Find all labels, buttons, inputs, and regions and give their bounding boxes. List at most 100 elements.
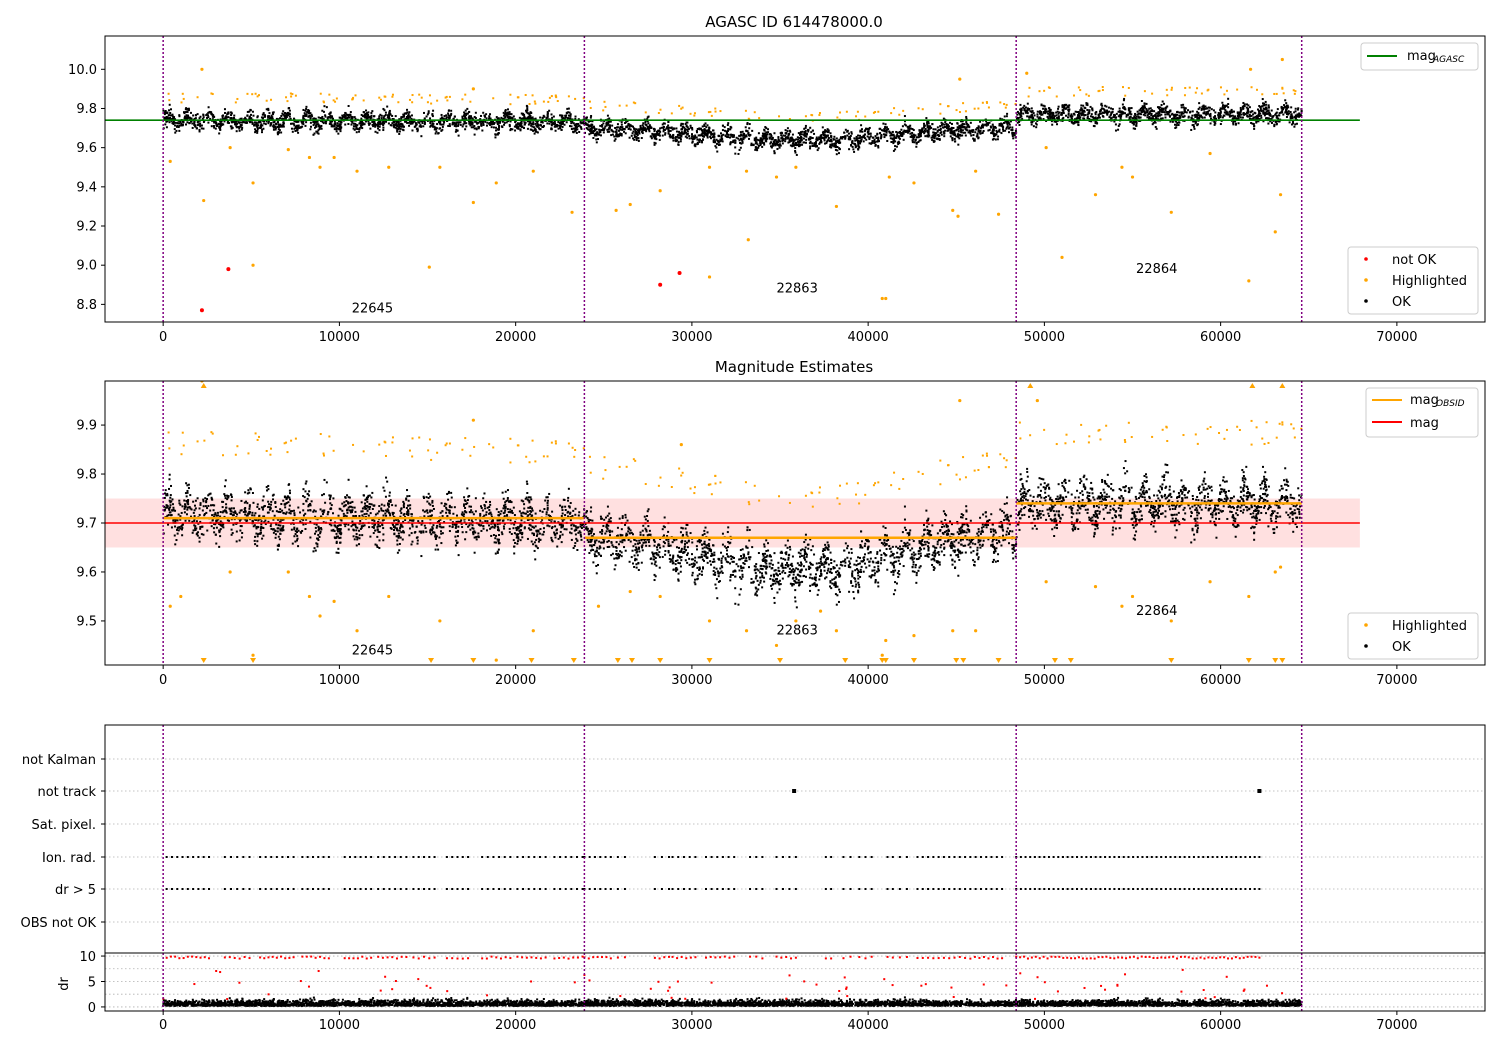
ok-point xyxy=(637,139,640,142)
ok-point xyxy=(857,143,860,146)
ok-point xyxy=(567,111,570,114)
ok-point xyxy=(322,122,325,125)
ok-point xyxy=(193,121,196,124)
ok-point xyxy=(677,136,680,139)
highlighted-point xyxy=(318,165,322,169)
ok-point xyxy=(1209,112,1212,115)
ok-point xyxy=(329,112,332,115)
ok-point xyxy=(435,130,438,133)
highlighted-point xyxy=(707,111,710,114)
ok-point xyxy=(828,140,831,143)
ok-point xyxy=(176,122,179,125)
ok-point xyxy=(959,124,962,127)
ok-point xyxy=(879,132,882,135)
ok-point xyxy=(1030,107,1033,110)
ok-point xyxy=(554,129,557,132)
ok-point xyxy=(992,132,995,135)
ok-point xyxy=(1289,117,1292,120)
ok-point xyxy=(353,116,356,119)
ok-point xyxy=(546,112,549,115)
ok-point xyxy=(1098,112,1101,115)
ok-point xyxy=(295,120,298,123)
ok-point xyxy=(685,131,688,134)
ok-point xyxy=(1280,105,1283,108)
ok-point xyxy=(1005,127,1008,130)
ok-point xyxy=(554,124,557,127)
ok-point xyxy=(381,519,384,522)
ok-point xyxy=(335,126,338,129)
ok-point xyxy=(771,142,774,145)
ok-point xyxy=(655,138,658,141)
ok-point xyxy=(288,115,291,118)
ok-point xyxy=(522,112,525,115)
ok-point xyxy=(1219,114,1222,117)
ok-point xyxy=(860,136,863,139)
ok-point xyxy=(513,118,516,121)
ok-point xyxy=(1250,114,1253,117)
ok-point xyxy=(911,131,914,134)
ok-point xyxy=(205,113,208,116)
ok-point xyxy=(305,114,308,117)
ok-point xyxy=(748,123,751,126)
ok-point xyxy=(1275,114,1278,117)
ok-point xyxy=(520,117,523,120)
ok-point xyxy=(934,134,937,137)
ok-point xyxy=(642,122,645,125)
ok-point xyxy=(1017,112,1020,115)
ok-point xyxy=(653,133,656,136)
ok-point xyxy=(737,152,740,155)
ok-point xyxy=(358,130,361,133)
ok-point xyxy=(741,139,744,142)
ok-point xyxy=(757,132,760,135)
ok-point xyxy=(557,121,560,124)
ok-point xyxy=(685,128,688,131)
ok-point xyxy=(362,122,365,125)
ok-point xyxy=(728,136,731,139)
ok-point xyxy=(489,527,492,530)
highlighted-point xyxy=(334,100,337,103)
ok-point xyxy=(691,138,694,141)
highlighted-point xyxy=(1122,86,1125,89)
ok-point xyxy=(313,132,316,135)
ok-point xyxy=(857,144,860,147)
ok-point xyxy=(515,529,518,532)
ok-point xyxy=(979,120,982,123)
ok-point xyxy=(672,133,675,136)
ok-point xyxy=(466,112,469,115)
ok-point xyxy=(1142,113,1145,116)
ok-point xyxy=(1070,121,1073,124)
ok-point xyxy=(915,136,918,139)
highlighted-point xyxy=(1208,151,1212,156)
ok-point xyxy=(223,108,226,111)
ok-point xyxy=(272,125,275,128)
ok-point xyxy=(206,116,209,119)
ok-point xyxy=(930,126,933,129)
ok-point xyxy=(801,143,804,146)
ok-point xyxy=(792,139,795,142)
ok-point xyxy=(427,492,430,495)
ok-point xyxy=(280,124,283,127)
ok-point xyxy=(313,126,316,129)
ok-point xyxy=(248,118,251,121)
highlighted-point xyxy=(955,109,958,112)
ok-point xyxy=(790,139,793,142)
ok-point xyxy=(904,124,907,127)
ok-point xyxy=(259,126,262,129)
ok-point xyxy=(259,124,262,127)
highlighted-point xyxy=(877,110,880,113)
ok-point xyxy=(814,143,817,146)
ok-point xyxy=(927,133,930,136)
ok-point xyxy=(827,134,830,137)
ok-point xyxy=(526,117,529,120)
ok-point xyxy=(407,113,410,116)
ok-point xyxy=(1122,99,1125,102)
ok-point xyxy=(1272,115,1275,118)
ok-point xyxy=(1203,111,1206,114)
ok-point xyxy=(413,120,416,123)
ok-point xyxy=(939,132,942,135)
ok-point xyxy=(1151,115,1154,118)
ok-point xyxy=(246,114,249,117)
highlighted-point xyxy=(644,111,647,114)
ok-point xyxy=(194,124,197,127)
ok-point xyxy=(368,122,371,125)
